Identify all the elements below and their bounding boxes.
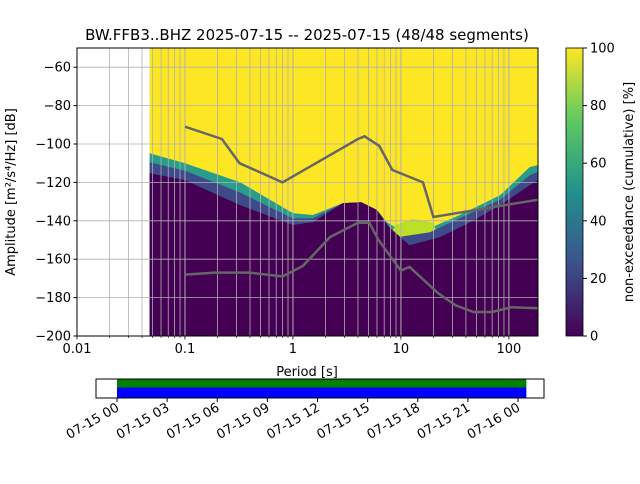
timeline-tick-label: 07-15 09	[214, 400, 272, 442]
timeline-tick-label: 07-15 06	[164, 400, 222, 442]
timeline-tick-label: 07-15 18	[365, 400, 423, 442]
series-nhnm	[184, 125, 538, 219]
timeline-coverage-bar	[117, 379, 527, 388]
timeline-tick-label: 07-15 12	[264, 400, 322, 442]
colorbar	[565, 47, 584, 337]
colorbar-tick-label: 0	[590, 330, 598, 345]
x-tick-label: 100	[496, 342, 521, 357]
timeline-tick-label: 07-15 00	[64, 400, 122, 442]
chart-title: BW.FFB3..BHZ 2025-07-15 -- 2025-07-15 (4…	[85, 26, 529, 44]
y-tick-label: −80	[44, 99, 71, 114]
colorbar-tick-label: 100	[590, 42, 615, 57]
colorbar-tick-label: 60	[590, 157, 607, 172]
timeline-tick-label: 07-16 00	[465, 400, 523, 442]
series-nlnm	[184, 221, 538, 314]
x-axis-label: Period [s]	[276, 365, 338, 380]
colorbar-tick-label: 20	[590, 272, 607, 287]
plot-frame	[76, 47, 539, 337]
colorbar-tick-label: 40	[590, 214, 607, 229]
timeline-segment-bar	[117, 387, 527, 398]
colorbar-label: non-exceedance (cumulative) [%]	[622, 82, 637, 302]
y-tick-label: −140	[35, 214, 71, 229]
x-tick-label: 0.1	[175, 342, 196, 357]
y-tick-label: −160	[35, 253, 71, 268]
x-tick-label: 1	[289, 342, 297, 357]
y-axis-label: Amplitude [m²/s⁴/Hz] [dB]	[4, 108, 19, 276]
y-tick-label: −180	[35, 291, 71, 306]
y-tick-label: −100	[35, 138, 71, 153]
y-tick-label: −60	[44, 61, 71, 76]
y-tick-label: −200	[35, 330, 71, 345]
x-tick-label: 10	[393, 342, 410, 357]
timeline-tick-label: 07-15 15	[315, 400, 373, 442]
timeline-tick-label: 07-15 21	[415, 400, 473, 442]
y-tick-label: −120	[35, 176, 71, 191]
x-tick-label: 0.01	[63, 342, 92, 357]
timeline-tick-label: 07-15 03	[114, 400, 172, 442]
colorbar-tick-label: 80	[590, 99, 607, 114]
